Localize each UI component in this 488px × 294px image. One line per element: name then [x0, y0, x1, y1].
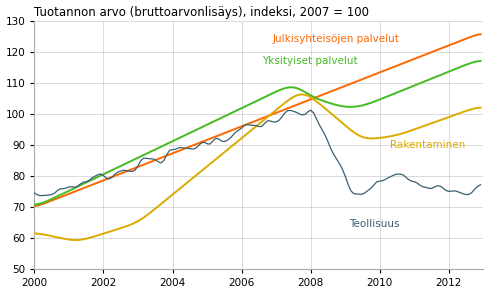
Text: Tuotannon arvo (bruttoarvonlisäys), indeksi, 2007 = 100: Tuotannon arvo (bruttoarvonlisäys), inde…	[34, 6, 368, 19]
Text: Rakentaminen: Rakentaminen	[389, 140, 465, 150]
Text: Yksityiset palvelut: Yksityiset palvelut	[262, 56, 357, 66]
Text: Teollisuus: Teollisuus	[348, 219, 398, 229]
Text: Julkisyhteisöjen palvelut: Julkisyhteisöjen palvelut	[272, 34, 399, 44]
